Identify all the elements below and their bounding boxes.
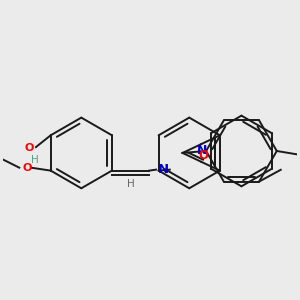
Text: O: O xyxy=(24,143,34,153)
Text: N: N xyxy=(158,163,169,176)
Text: N: N xyxy=(197,143,207,157)
Text: O: O xyxy=(22,163,32,173)
Text: H: H xyxy=(31,155,39,165)
Text: O: O xyxy=(198,149,208,162)
Text: H: H xyxy=(127,179,134,189)
